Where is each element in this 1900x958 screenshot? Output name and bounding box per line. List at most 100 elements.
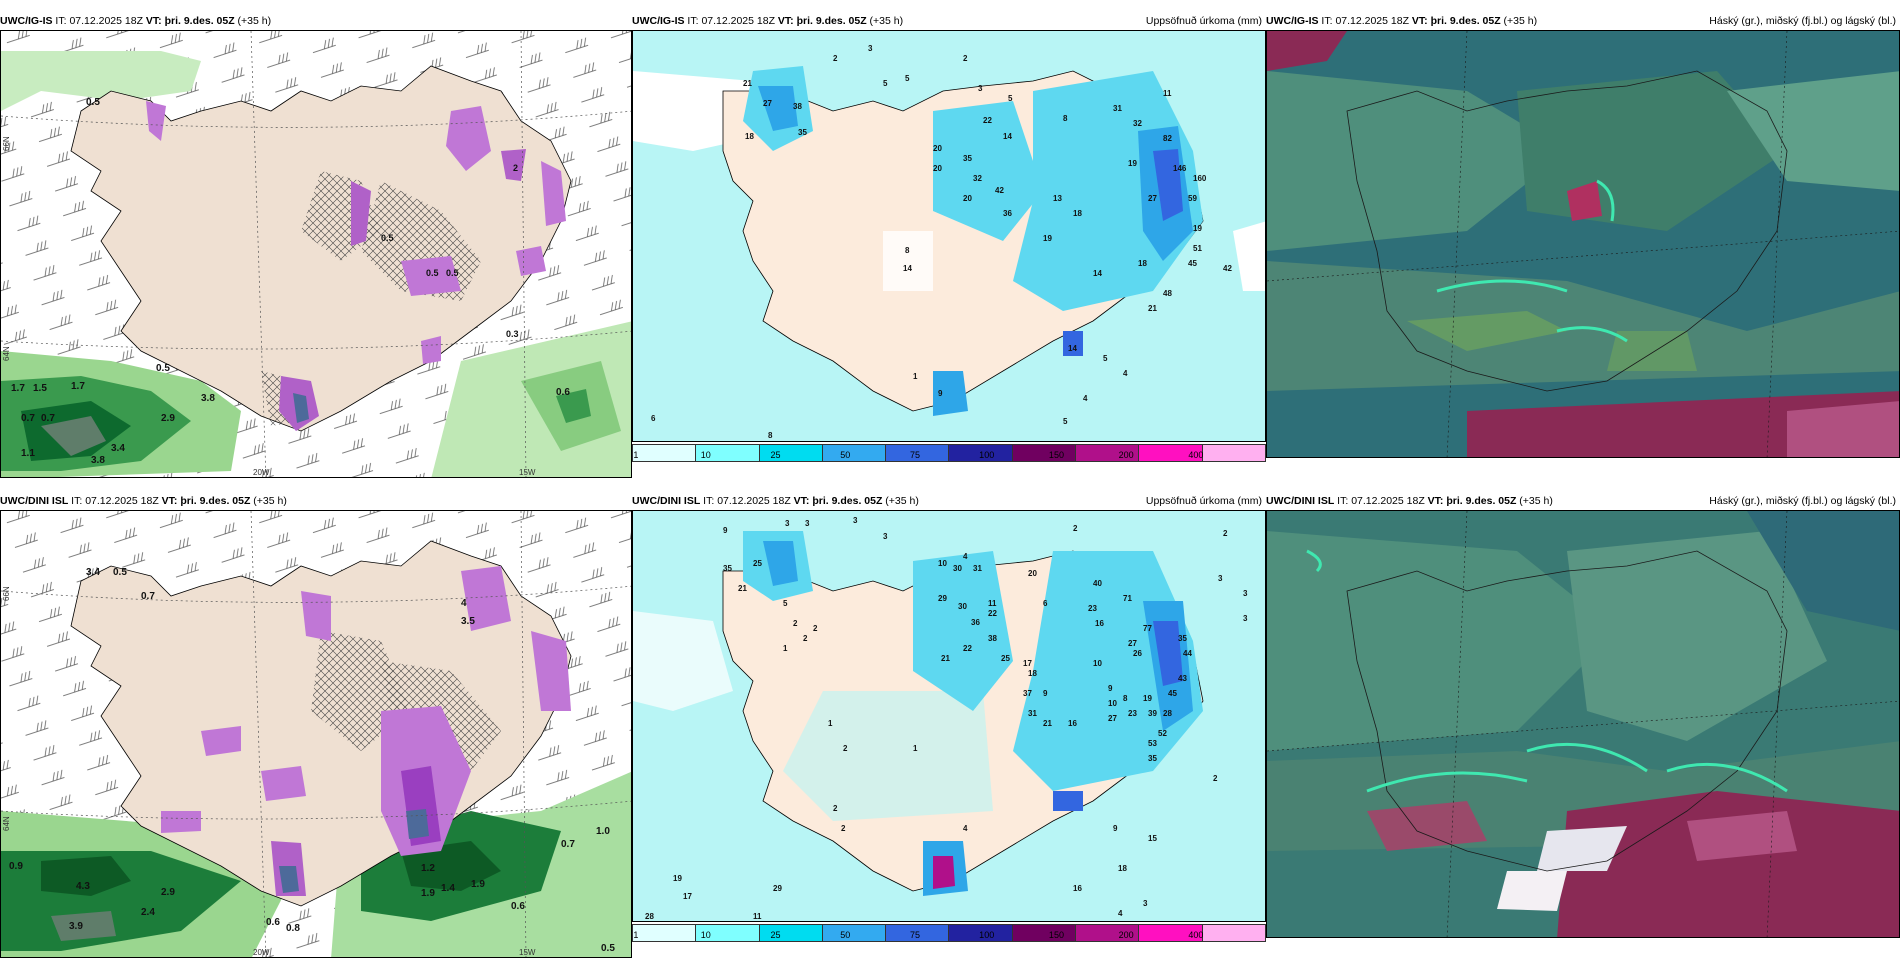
svg-text:27: 27	[1108, 714, 1117, 723]
svg-text:2.9: 2.9	[161, 413, 175, 424]
svg-text:25: 25	[1001, 654, 1010, 663]
panel-header: UWC/DINI ISL IT: 07.12.2025 18Z VT: þri.…	[1266, 495, 1553, 507]
svg-text:4: 4	[461, 598, 467, 609]
svg-text:2: 2	[843, 744, 848, 753]
svg-text:22: 22	[988, 609, 997, 618]
svg-text:2.9: 2.9	[161, 887, 175, 898]
svg-text:0.5: 0.5	[601, 943, 615, 954]
svg-text:31: 31	[1028, 709, 1037, 718]
svg-text:5: 5	[1063, 417, 1068, 426]
svg-text:5: 5	[1008, 94, 1013, 103]
svg-text:14: 14	[1003, 132, 1012, 141]
svg-text:16: 16	[1073, 884, 1082, 893]
svg-text:18: 18	[1118, 864, 1127, 873]
svg-text:14: 14	[1068, 344, 1077, 353]
colorbar-swatch	[949, 445, 1013, 461]
svg-text:18: 18	[1138, 259, 1147, 268]
panel-precip-igis: UWC/IG-IS IT: 07.12.2025 18Z VT: þri. 9.…	[632, 12, 1266, 464]
svg-text:36: 36	[971, 618, 980, 627]
svg-text:1.0: 1.0	[596, 826, 610, 837]
svg-text:59: 59	[1188, 194, 1197, 203]
svg-text:6: 6	[1043, 599, 1048, 608]
precip-labels: 9 3 3 3 3 2 2 3 3 3 35 25 21 5 2 2 2 1 1…	[645, 516, 1248, 921]
svg-text:8: 8	[768, 431, 773, 440]
svg-text:0.9: 0.9	[9, 861, 23, 872]
colorbar-swatch	[822, 445, 887, 461]
panel-clouds-dini: UWC/DINI ISL IT: 07.12.2025 18Z VT: þri.…	[1266, 492, 1900, 944]
svg-text:3: 3	[883, 532, 888, 541]
panel-header: UWC/IG-IS IT: 07.12.2025 18Z VT: þri. 9.…	[1266, 15, 1538, 27]
svg-text:1: 1	[913, 372, 918, 381]
svg-text:45: 45	[1188, 259, 1197, 268]
colorbar-swatch	[949, 925, 1013, 941]
svg-text:38: 38	[793, 102, 802, 111]
svg-text:18: 18	[745, 132, 754, 141]
svg-text:13: 13	[1053, 194, 1062, 203]
svg-text:9: 9	[723, 526, 728, 535]
svg-text:3.4: 3.4	[86, 567, 100, 578]
panel-header: UWC/DINI ISL IT: 07.12.2025 18Z VT: þri.…	[632, 495, 919, 507]
svg-text:0.3: 0.3	[506, 329, 519, 339]
svg-text:2: 2	[963, 54, 968, 63]
panel-snow-igis: UWC/IG-IS IT: 07.12.2025 18Z VT: þri. 9.…	[0, 12, 632, 478]
svg-text:21: 21	[1148, 304, 1157, 313]
svg-text:3.5: 3.5	[461, 616, 475, 627]
map-clouds	[1266, 30, 1900, 458]
colorbar-swatch	[1012, 445, 1077, 461]
svg-text:20: 20	[933, 164, 942, 173]
svg-text:17: 17	[1023, 659, 1032, 668]
svg-text:29: 29	[938, 594, 947, 603]
svg-text:5: 5	[905, 74, 910, 83]
precip-colorbar	[632, 444, 1266, 462]
svg-text:3: 3	[1243, 614, 1248, 623]
svg-text:28: 28	[1163, 709, 1172, 718]
svg-text:15: 15	[1148, 834, 1157, 843]
svg-text:17: 17	[683, 892, 692, 901]
svg-text:18: 18	[1073, 209, 1082, 218]
colorbar-swatch	[886, 445, 950, 461]
snow-labels: 0.5 0.3 1.7 1.5 1.7 0.5 0.7 0.7 2.9 3.8 …	[11, 97, 570, 466]
svg-text:32: 32	[973, 174, 982, 183]
panel-header: UWC/IG-IS IT: 07.12.2025 18Z VT: þri. 9.…	[0, 15, 272, 27]
svg-text:160: 160	[1193, 174, 1207, 183]
svg-text:0.5: 0.5	[113, 567, 127, 578]
svg-text:21: 21	[738, 584, 747, 593]
svg-text:8: 8	[905, 246, 910, 255]
svg-text:37: 37	[1023, 689, 1032, 698]
svg-text:0.6: 0.6	[266, 917, 280, 928]
colorbar-swatch	[1139, 445, 1203, 461]
svg-text:27: 27	[1148, 194, 1157, 203]
panel-title: Háský (gr.), miðský (fj.bl.) og lágský (…	[1709, 495, 1896, 507]
svg-text:3: 3	[785, 519, 790, 528]
svg-text:2: 2	[513, 163, 518, 173]
svg-text:14: 14	[903, 264, 912, 273]
svg-text:28: 28	[645, 912, 654, 921]
panel-header: UWC/DINI ISL IT: 07.12.2025 18Z VT: þri.…	[0, 495, 287, 507]
svg-text:82: 82	[1163, 134, 1172, 143]
svg-text:27: 27	[1128, 639, 1137, 648]
colorbar-swatch	[886, 925, 950, 941]
colorbar-swatch	[822, 925, 887, 941]
svg-text:1: 1	[913, 744, 918, 753]
snow-labels: 3.4 0.5 0.7 4 3.5 1.0 0.9 4.3 2.9 2.4 3.…	[9, 567, 615, 954]
svg-text:0.5: 0.5	[86, 97, 100, 108]
svg-text:2: 2	[1073, 524, 1078, 533]
svg-text:0.5: 0.5	[446, 268, 459, 278]
panel-title: Uppsöfnuð úrkoma (mm)	[1145, 495, 1262, 507]
panel-clouds-igis: UWC/IG-IS IT: 07.12.2025 18Z VT: þri. 9.…	[1266, 12, 1900, 464]
svg-text:5: 5	[1103, 354, 1108, 363]
svg-text:2: 2	[1223, 529, 1228, 538]
svg-text:31: 31	[1113, 104, 1122, 113]
svg-text:4.3: 4.3	[76, 881, 90, 892]
svg-text:38: 38	[988, 634, 997, 643]
svg-text:8: 8	[1063, 114, 1068, 123]
svg-text:4: 4	[1083, 394, 1088, 403]
lon-label: 20W	[253, 468, 270, 477]
svg-text:22: 22	[963, 644, 972, 653]
svg-text:23: 23	[1088, 604, 1097, 613]
panel-title: Háský (gr.), miðský (fj.bl.) og lágský (…	[1709, 15, 1896, 27]
colorbar-swatch	[759, 925, 823, 941]
svg-text:19: 19	[1143, 694, 1152, 703]
svg-text:43: 43	[1178, 674, 1187, 683]
svg-text:30: 30	[958, 602, 967, 611]
